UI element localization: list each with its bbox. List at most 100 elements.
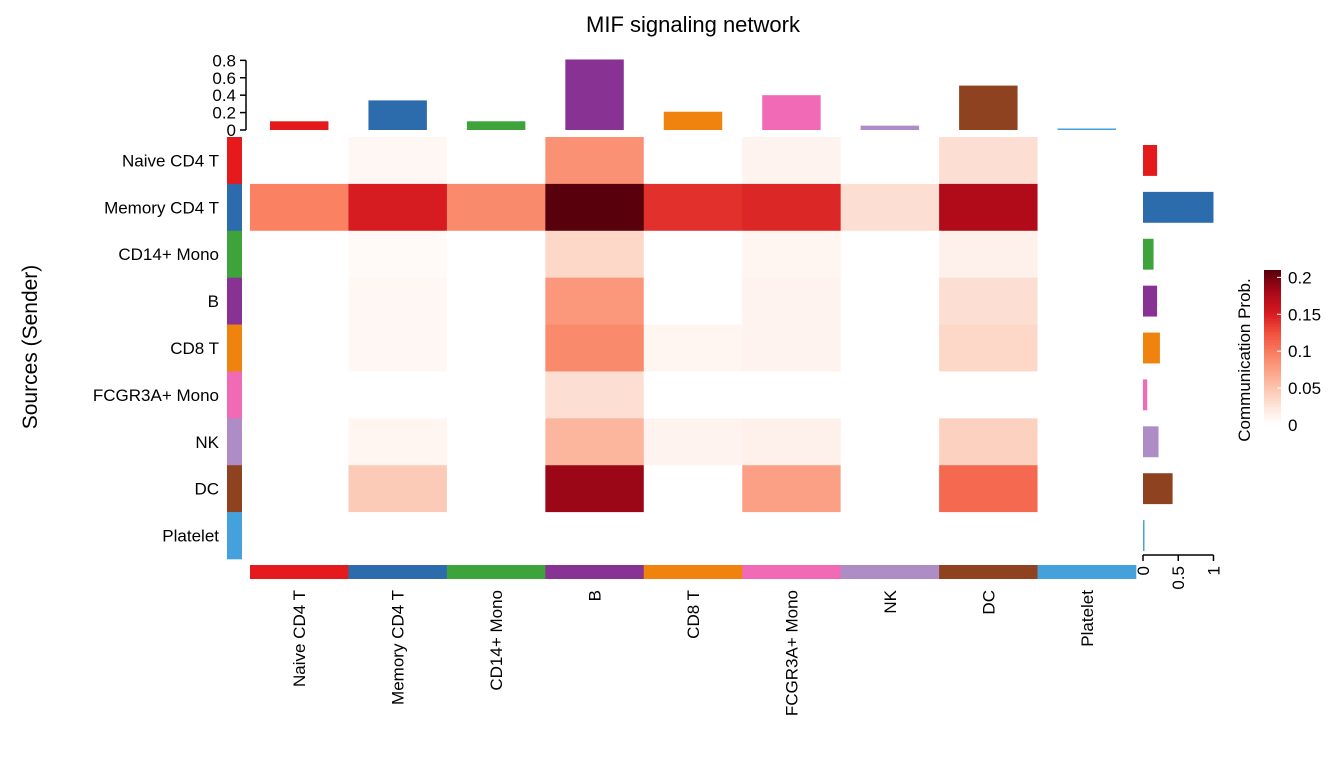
heatmap-cell	[250, 230, 349, 279]
right-bar	[1143, 238, 1154, 270]
heatmap-cell	[348, 183, 448, 232]
heatmap-cell	[742, 277, 842, 326]
legend-gradient-step	[1264, 396, 1281, 400]
legend-gradient-step	[1264, 412, 1281, 416]
right-bar	[1143, 379, 1148, 411]
heatmap-cell	[250, 324, 349, 372]
column-color-annotations	[250, 565, 1137, 579]
legend-gradient-step	[1264, 282, 1281, 286]
heatmap-cell	[545, 465, 645, 513]
row-label: CD8 T	[170, 339, 219, 358]
heatmap-cell	[545, 230, 645, 279]
right-bar	[1143, 285, 1158, 317]
legend-gradient-step	[1264, 399, 1281, 403]
legend-gradient-step	[1264, 313, 1281, 317]
row-label: CD14+ Mono	[118, 245, 219, 264]
legend-gradient-step	[1264, 378, 1281, 382]
legend-gradient-step	[1264, 391, 1281, 395]
heatmap-cell	[250, 465, 349, 513]
legend-gradient-step	[1264, 417, 1281, 421]
column-color-swatch	[643, 565, 743, 579]
column-color-swatch	[545, 565, 645, 579]
heatmap-cell	[446, 465, 546, 513]
row-color-swatch	[227, 230, 242, 278]
heatmap-cell	[1037, 512, 1137, 560]
heatmap-cell	[742, 418, 842, 466]
heatmap-cell	[348, 465, 448, 513]
color-legend: 0.2 0.15 0.1 0.05 0	[1264, 268, 1321, 435]
row-color-swatch	[227, 183, 242, 232]
column-label: Naive CD4 T	[290, 590, 309, 687]
legend-gradient-step	[1264, 298, 1281, 302]
column-label: FCGR3A+ Mono	[782, 590, 801, 716]
legend-gradient-step	[1264, 383, 1281, 387]
heatmap-cell	[446, 277, 546, 326]
legend-gradient-step	[1264, 409, 1281, 413]
heatmap-cell	[742, 137, 842, 185]
heatmap-cell	[1037, 324, 1137, 372]
legend-gradient-step	[1264, 308, 1281, 312]
heatmap-cell	[1037, 137, 1137, 185]
legend-gradient-step	[1264, 280, 1281, 284]
legend-gradient-step	[1264, 342, 1281, 346]
legend-gradient-step	[1264, 272, 1281, 276]
legend-gradient-step	[1264, 422, 1281, 426]
heatmap-cell	[643, 137, 743, 185]
right-axis-tick-label: 1	[1204, 566, 1223, 575]
right-axis-tick-label: 0	[1134, 566, 1153, 575]
top-axis-tick-label: 0.8	[212, 51, 236, 70]
heatmap-cell	[446, 418, 546, 466]
heatmap-cell	[840, 418, 940, 466]
legend-gradient-step	[1264, 293, 1281, 297]
legend-gradient-step	[1264, 352, 1281, 356]
heatmap-cell	[643, 324, 743, 372]
legend-gradient-step	[1264, 363, 1281, 367]
heatmap-cell	[742, 371, 842, 419]
legend-gradient-step	[1264, 401, 1281, 405]
legend-gradient-step	[1264, 360, 1281, 364]
column-label: Platelet	[1078, 590, 1097, 647]
heatmap-cell	[1037, 230, 1137, 279]
legend-gradient-step	[1264, 277, 1281, 281]
right-bar	[1143, 473, 1173, 505]
legend-gradient-step	[1264, 386, 1281, 390]
legend-gradient-step	[1264, 370, 1281, 374]
top-bar	[466, 121, 526, 130]
legend-gradient-step	[1264, 326, 1281, 330]
heatmap-cell	[446, 324, 546, 372]
row-label: Memory CD4 T	[104, 198, 219, 217]
top-axis-tick-label: 0.4	[212, 86, 236, 105]
heatmap-cell	[939, 371, 1039, 419]
legend-gradient-step	[1264, 375, 1281, 379]
column-label: NK	[881, 589, 900, 613]
legend-gradient-step	[1264, 270, 1281, 274]
legend-tick-label: 0.1	[1288, 342, 1312, 361]
column-labels: Naive CD4 T Memory CD4 T CD14+ Mono B CD8 T F…	[290, 589, 1097, 716]
row-color-swatch	[227, 512, 242, 560]
column-label: DC	[979, 590, 998, 615]
heatmap-cell	[939, 324, 1039, 372]
legend-gradient-step	[1264, 288, 1281, 292]
right-bar	[1143, 426, 1159, 458]
top-bar-axis: 00.20.40.60.8	[212, 51, 247, 140]
row-color-swatch	[227, 371, 242, 419]
row-color-annotations	[227, 137, 242, 560]
legend-gradient-step	[1264, 373, 1281, 377]
row-color-swatch	[227, 418, 242, 466]
heatmap-cell	[250, 371, 349, 419]
heatmap-cell	[446, 230, 546, 279]
legend-gradient-step	[1264, 388, 1281, 392]
heatmap-cell	[643, 512, 743, 560]
column-label: CD8 T	[684, 590, 703, 639]
legend-gradient-step	[1264, 301, 1281, 305]
row-color-swatch	[227, 465, 242, 513]
heatmap-cell	[250, 137, 349, 185]
top-bar	[368, 100, 427, 130]
heatmap-cell	[643, 183, 743, 232]
top-axis-tick-label: 0	[227, 121, 236, 140]
legend-gradient-step	[1264, 332, 1281, 336]
heatmap-cell	[939, 465, 1039, 513]
column-color-swatch	[446, 565, 546, 579]
legend-gradient-step	[1264, 290, 1281, 294]
legend-gradient-step	[1264, 295, 1281, 299]
